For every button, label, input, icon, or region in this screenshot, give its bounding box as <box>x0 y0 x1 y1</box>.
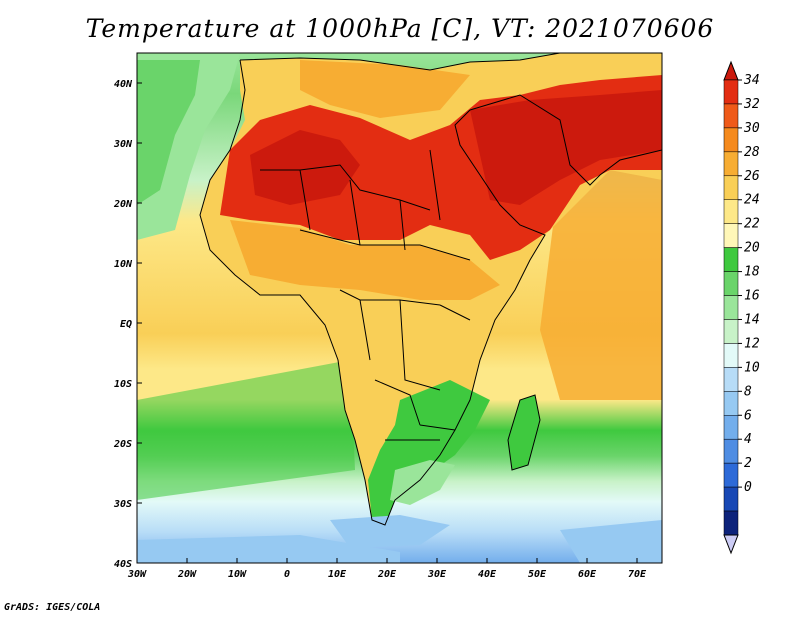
colorbar-swatch <box>723 438 739 464</box>
colorbar-label: 14 <box>744 312 760 327</box>
indian-ocean-warm <box>540 150 662 400</box>
colorbar-swatch <box>723 367 739 392</box>
colorbar-swatch <box>723 391 739 416</box>
lat-tick-label: EQ <box>120 319 132 330</box>
colorbar-top-arrow <box>723 60 739 81</box>
cape-cold-patch <box>330 515 450 548</box>
lat-tick-label: 40N <box>114 79 133 90</box>
map-frame <box>136 52 663 564</box>
lon-tick-label: 10W <box>228 569 247 580</box>
colorbar-label: 8 <box>744 384 752 399</box>
colorbar-bottom-arrow <box>723 534 739 555</box>
colorbar-swatch <box>723 103 739 129</box>
colorbar-label: 16 <box>744 289 760 304</box>
lon-tick-label: 10E <box>328 569 347 580</box>
map-field <box>137 53 662 563</box>
lon-tick-label: 40E <box>478 569 497 580</box>
sahel-band <box>230 220 500 300</box>
southern-ocean-cold <box>137 535 400 563</box>
colorbar-label: 10 <box>744 360 760 375</box>
lon-tick-label: 30E <box>427 569 447 580</box>
colorbar-swatch <box>723 223 739 248</box>
colorbar-swatch <box>723 271 739 296</box>
colorbar-swatch <box>723 175 739 200</box>
north-africa-mild <box>300 60 470 118</box>
colorbar-label: 0 <box>744 480 752 495</box>
lon-tick-label: 0 <box>284 569 290 580</box>
colorbar-swatch <box>723 79 739 105</box>
atlantic-green-zone <box>137 60 200 205</box>
colorbar-label: 2 <box>744 456 752 471</box>
lon-tick-label: 20E <box>377 569 397 580</box>
lon-tick-label: 20W <box>177 569 197 580</box>
colorbar-label: 34 <box>743 73 760 88</box>
lat-tick-label: 10S <box>114 379 132 390</box>
lat-tick-label: 20N <box>113 199 133 210</box>
coastlines <box>199 53 662 526</box>
colorbar-swatch <box>723 486 739 512</box>
lat-tick-label: 40S <box>114 559 132 570</box>
colorbar-swatch <box>723 343 739 368</box>
colorbar-label: 24 <box>744 193 760 208</box>
south-atlantic-band <box>137 360 355 500</box>
colorbar-swatch <box>723 295 739 320</box>
lon-tick-label: 30W <box>127 569 147 580</box>
colorbar-label: 4 <box>744 432 752 447</box>
colorbar-swatch <box>723 510 739 536</box>
colorbar-label: 6 <box>744 408 752 423</box>
lat-tick-label: 20S <box>113 439 132 450</box>
colorbar-label: 18 <box>744 265 760 280</box>
colorbar-label: 20 <box>744 241 760 256</box>
lon-tick-label: 50E <box>528 569 547 580</box>
colorbar-label: 12 <box>744 336 760 351</box>
latitude-axis: 40N 30N 20N 10N EQ 10S 20S 30S 40S <box>113 79 142 570</box>
colorbar-label: 30 <box>743 121 760 136</box>
map-title: Temperature at 1000hPa [C], VT: 20210706… <box>85 14 715 43</box>
lat-tick-label: 30N <box>113 139 133 150</box>
colorbar-label: 22 <box>744 217 760 232</box>
colorbar-swatch <box>723 127 739 153</box>
colorbar-label: 32 <box>743 97 760 112</box>
south-africa-cool <box>390 460 455 505</box>
lon-tick-label: 70E <box>628 569 647 580</box>
colorbar-swatch <box>723 462 739 488</box>
colorbar-swatch <box>723 319 739 344</box>
lat-tick-label: 10N <box>114 259 133 270</box>
colorbar-label: 26 <box>744 169 760 184</box>
longitude-axis: 30W 20W 10W 0 10E 20E 30E 40E 50E 60E 70E <box>127 558 647 580</box>
lat-tick-label: 30S <box>113 499 132 510</box>
southern-indian-cold <box>560 520 662 563</box>
colorbar-label: 28 <box>744 145 760 160</box>
colorbar-swatch <box>723 247 739 272</box>
lon-tick-label: 60E <box>578 569 597 580</box>
colorbar-swatch <box>723 199 739 224</box>
colorbar-swatch <box>723 415 739 440</box>
grads-credit: GrADS: IGES/COLA <box>4 602 101 613</box>
sahara-hottest <box>250 130 360 205</box>
colorbar-swatch <box>723 151 739 177</box>
